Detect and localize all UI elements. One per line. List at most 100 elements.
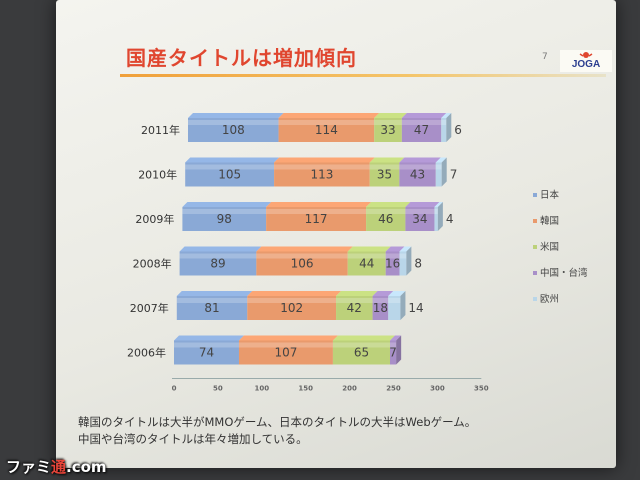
bar-segment-top <box>247 291 342 296</box>
bar-segment-highlight <box>366 209 406 214</box>
legend-swatch <box>533 193 537 197</box>
bar-segment-top <box>369 157 405 163</box>
caption-line-2: 中国や台湾のタイトルは年々増加している。 <box>78 432 308 446</box>
legend-label: 中国・台湾 <box>540 267 588 279</box>
bar-segment-highlight <box>401 120 442 125</box>
bar-segment-highlight <box>174 342 239 348</box>
bar-row: 2011年 108 114 33 47 6 <box>141 113 462 142</box>
bar-end-cap <box>446 113 452 142</box>
bar-segment <box>434 207 438 231</box>
x-tick-label: 100 <box>254 385 269 393</box>
bar-segment-top <box>185 157 280 163</box>
slide-title: 国産タイトルは増加傾向 <box>126 46 357 70</box>
x-tick-label: 350 <box>474 385 489 393</box>
data-label: 107 <box>274 346 297 360</box>
bar-segment <box>188 118 279 142</box>
bar-row: 2007年 81 102 42 18 14 <box>130 291 424 320</box>
data-label: 106 <box>291 257 314 271</box>
data-label: 98 <box>217 212 232 226</box>
legend-entry: 韓国 <box>533 216 559 227</box>
bar-segment-highlight <box>266 209 367 214</box>
title-underline <box>120 74 606 77</box>
bar-segment-highlight <box>185 164 275 170</box>
bar-segment <box>369 162 400 187</box>
bar-segment <box>372 296 389 320</box>
bar-segment <box>332 340 391 365</box>
x-tick-label: 250 <box>386 385 401 393</box>
bar-segment-highlight <box>347 253 386 259</box>
bar-segment-highlight <box>399 164 436 170</box>
bar-segment-top <box>434 202 443 207</box>
data-label: 81 <box>204 301 219 315</box>
bar-end-cap <box>406 246 412 276</box>
slide-caption: 韓国のタイトルは大半がMMOゲーム、日本のタイトルの大半はWebゲーム。 中国や… <box>78 414 598 448</box>
bar-segment <box>441 118 447 142</box>
category-label: 2008年 <box>133 257 172 271</box>
bar-segment <box>247 296 337 320</box>
bar-segment-top <box>188 113 284 118</box>
bar-segment <box>366 207 406 231</box>
bar-row: 2010年 105 113 35 43 7 <box>138 157 457 187</box>
legend-label: 日本 <box>540 189 560 201</box>
bar-segment-highlight <box>179 253 257 259</box>
bar-segment-top <box>278 113 380 118</box>
legend-swatch <box>533 297 537 301</box>
legend-label: 欧州 <box>540 293 559 305</box>
bar-segment-highlight <box>372 298 389 303</box>
presentation-slide: 国産タイトルは増加傾向 7 JOGA <box>56 0 616 468</box>
data-label: 18 <box>373 301 388 315</box>
bar-end-cap <box>400 291 406 320</box>
data-label: 117 <box>305 212 328 226</box>
bar-segment-highlight <box>182 209 267 214</box>
joga-logo: JOGA <box>560 50 612 72</box>
bar-segment-highlight <box>256 253 348 259</box>
data-label: 33 <box>380 123 395 137</box>
bar-segment-top <box>405 202 440 207</box>
bar-segment-highlight <box>405 209 435 214</box>
x-tick-label: 300 <box>430 385 445 393</box>
data-label: 74 <box>199 346 214 360</box>
bar-segment-top <box>435 157 447 163</box>
bar-segment-highlight <box>176 298 248 303</box>
x-tick-label: 50 <box>213 385 223 393</box>
bar-segment-highlight <box>435 164 442 170</box>
bar-row: 2009年 98 117 46 34 4 <box>135 202 454 231</box>
data-label: 89 <box>210 257 225 271</box>
bar-segment <box>185 162 275 187</box>
bar-segment-top <box>390 335 402 341</box>
bar-segment-top <box>182 202 272 207</box>
bar-segment-highlight <box>274 164 370 170</box>
caption-line-1: 韓国のタイトルは大半がMMOゲーム、日本のタイトルの大半はWebゲーム。 <box>78 415 477 429</box>
bar-segment-top <box>347 246 391 252</box>
svg-text:JOGA: JOGA <box>572 59 600 70</box>
bar-segment-highlight <box>441 120 447 125</box>
data-label: 34 <box>412 212 427 226</box>
category-label: 2009年 <box>135 212 174 226</box>
bar-segment-highlight <box>399 253 407 259</box>
x-tick-label: 200 <box>342 385 357 393</box>
bar-segment-top <box>401 113 447 118</box>
bar-segment <box>399 251 407 276</box>
data-label: 35 <box>377 168 392 182</box>
bar-segment-top <box>399 246 412 252</box>
legend-label: 米国 <box>540 241 559 253</box>
bar-segment <box>435 162 442 187</box>
data-label: 46 <box>378 212 393 226</box>
data-label: 65 <box>354 346 369 360</box>
legend-entry: 米国 <box>533 241 559 253</box>
x-tick-label: 0 <box>172 385 177 393</box>
bar-segment <box>374 118 402 142</box>
data-label: 43 <box>410 168 425 182</box>
bar-segment-highlight <box>374 120 402 125</box>
bar-segment-top <box>366 202 411 207</box>
bar-segment <box>238 340 333 365</box>
bar-segment <box>388 296 401 320</box>
bar-segment <box>347 251 386 276</box>
category-label: 2006年 <box>127 346 166 360</box>
data-label: 4 <box>446 212 454 226</box>
page-number: 7 <box>542 52 548 62</box>
bar-segment-highlight <box>385 253 400 259</box>
bar-segment-top <box>399 157 441 163</box>
bar-segment-highlight <box>336 298 373 303</box>
bar-segment-highlight <box>332 342 391 348</box>
